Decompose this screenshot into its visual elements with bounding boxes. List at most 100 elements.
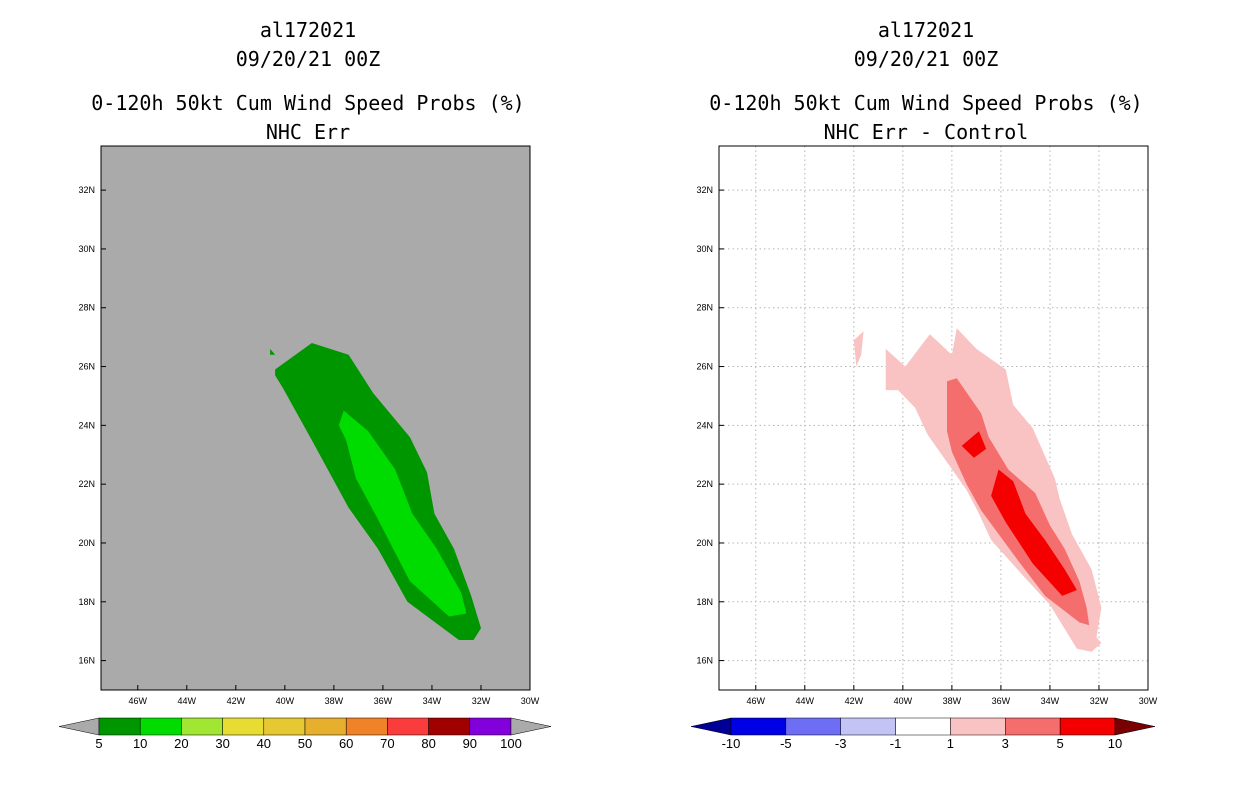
colorbar-segment	[1059, 717, 1116, 736]
product-title: 0-120h 50kt Cum Wind Speed Probs (%)	[709, 91, 1142, 115]
y-tick-label: 26N	[696, 362, 713, 372]
contour-fills	[853, 328, 1102, 652]
x-tick-label: 40W	[894, 696, 913, 706]
x-tick-label: 42W	[845, 696, 864, 706]
y-tick-label: 32N	[696, 185, 713, 195]
y-tick-label: 28N	[78, 303, 95, 313]
colorbar-label: 50	[298, 736, 312, 751]
x-tick-label: 36W	[992, 696, 1011, 706]
y-tick-label: 22N	[78, 479, 95, 489]
product-title: 0-120h 50kt Cum Wind Speed Probs (%)	[91, 91, 524, 115]
x-tick-label: 30W	[1139, 696, 1158, 706]
colorbar-segment	[304, 717, 347, 736]
colorbar-low-arrow	[58, 717, 100, 736]
plot-frame	[718, 145, 1149, 691]
colorbar-segment	[98, 717, 141, 736]
colorbar-segment	[345, 717, 388, 736]
x-axis-ticks: 46W 44W 42W 40W 38W 36W 34W 32W 30W	[129, 685, 540, 706]
x-tick-label: 44W	[796, 696, 815, 706]
colorbar-label: 100	[500, 736, 522, 751]
x-tick-label: 38W	[325, 696, 344, 706]
contour-5-10	[270, 348, 276, 355]
colorbar-segment	[181, 717, 223, 736]
x-tick-label: 32W	[472, 696, 491, 706]
colorbar-label: 5	[1057, 736, 1064, 751]
contour-5-10	[961, 431, 987, 458]
x-tick-label: 40W	[276, 696, 295, 706]
colorbar-label: 3	[1002, 736, 1009, 751]
y-tick-label: 16N	[78, 656, 95, 666]
contour-10-20	[338, 410, 467, 617]
colorbar-label: 60	[339, 736, 353, 751]
colorbar-segment	[785, 717, 841, 736]
plot-frame	[100, 145, 531, 691]
left-panel: al172021 09/20/21 00Z 0-120h 50kt Cum Wi…	[58, 18, 552, 751]
colorbar-segment	[428, 717, 471, 736]
colorbar-segment	[139, 717, 182, 736]
colorbar-label: -3	[835, 736, 847, 751]
colorbar-segment	[387, 717, 429, 736]
colorbar-label: 80	[421, 736, 435, 751]
contour-1-3	[853, 331, 864, 367]
y-tick-label: 16N	[696, 656, 713, 666]
colorbar-segment	[730, 717, 787, 736]
colorbar: 5 10 20 30 40 50 60 70 80 90 100	[58, 717, 552, 751]
colorbar-label: 10	[1108, 736, 1122, 751]
storm-id-title: al172021	[260, 18, 356, 42]
y-tick-label: 20N	[78, 538, 95, 548]
y-tick-label: 32N	[78, 185, 95, 195]
time-title: 09/20/21 00Z	[854, 47, 999, 71]
colorbar-segment	[895, 717, 951, 736]
colorbar-segment	[950, 717, 1006, 736]
colorbar-label: 40	[257, 736, 271, 751]
x-tick-label: 38W	[943, 696, 962, 706]
colorbar-label: 30	[215, 736, 229, 751]
colorbar-label: 90	[463, 736, 477, 751]
colorbar-label: 10	[133, 736, 147, 751]
y-tick-label: 30N	[696, 244, 713, 254]
colorbar-high-arrow	[510, 717, 552, 736]
x-tick-label: 34W	[423, 696, 442, 706]
x-axis-ticks: 46W 44W 42W 40W 38W 36W 34W 32W 30W	[747, 685, 1158, 706]
x-tick-label: 30W	[521, 696, 540, 706]
y-tick-label: 26N	[78, 362, 95, 372]
subtitle: NHC Err - Control	[824, 120, 1029, 144]
colorbar: -10 -5 -3 -1 1 3 5 10	[690, 717, 1156, 751]
colorbar-high-arrow	[1114, 717, 1156, 736]
contour-fills	[270, 343, 481, 640]
colorbar-label: 1	[947, 736, 954, 751]
x-tick-label: 34W	[1041, 696, 1060, 706]
y-tick-label: 24N	[78, 420, 95, 430]
y-tick-label: 22N	[696, 479, 713, 489]
colorbar-segment	[263, 717, 306, 736]
y-tick-label: 28N	[696, 303, 713, 313]
x-tick-label: 42W	[227, 696, 246, 706]
storm-id-title: al172021	[878, 18, 974, 42]
x-tick-label: 36W	[374, 696, 393, 706]
colorbar-low-arrow	[690, 717, 732, 736]
colorbar-label: 20	[174, 736, 188, 751]
colorbar-segment	[222, 717, 265, 736]
colorbar-label: -1	[890, 736, 902, 751]
x-tick-label: 44W	[178, 696, 197, 706]
y-tick-label: 20N	[696, 538, 713, 548]
colorbar-label: -10	[722, 736, 741, 751]
colorbar-label: 70	[380, 736, 394, 751]
x-tick-label: 32W	[1090, 696, 1109, 706]
time-title: 09/20/21 00Z	[236, 47, 381, 71]
colorbar-label: -5	[780, 736, 792, 751]
x-tick-label: 46W	[129, 696, 148, 706]
y-axis-ticks: 32N 30N 28N 26N 24N 22N 20N 18N 16N	[696, 185, 724, 666]
colorbar-segment	[840, 717, 896, 736]
subtitle: NHC Err	[266, 120, 350, 144]
right-panel: al172021 09/20/21 00Z 0-120h 50kt Cum Wi…	[690, 18, 1158, 751]
colorbar-label: 5	[95, 736, 102, 751]
colorbar-segment	[1005, 717, 1061, 736]
y-tick-label: 18N	[696, 597, 713, 607]
y-axis-ticks: 32N 30N 28N 26N 24N 22N 20N 18N 16N	[78, 185, 106, 666]
y-tick-label: 18N	[78, 597, 95, 607]
x-tick-label: 46W	[747, 696, 766, 706]
y-tick-label: 24N	[696, 420, 713, 430]
colorbar-segment	[469, 717, 512, 736]
